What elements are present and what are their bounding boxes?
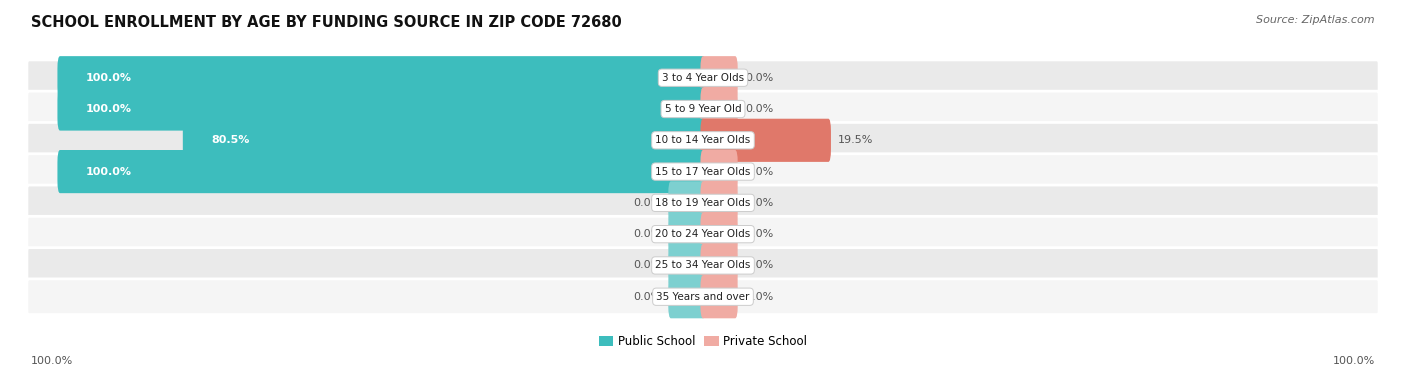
FancyBboxPatch shape	[27, 123, 1379, 158]
FancyBboxPatch shape	[700, 56, 738, 99]
Text: 100.0%: 100.0%	[86, 73, 132, 83]
Text: 0.0%: 0.0%	[633, 198, 661, 208]
FancyBboxPatch shape	[700, 213, 738, 256]
FancyBboxPatch shape	[700, 87, 738, 130]
FancyBboxPatch shape	[27, 216, 1379, 252]
Text: 100.0%: 100.0%	[31, 356, 73, 366]
FancyBboxPatch shape	[27, 60, 1379, 95]
Text: 18 to 19 Year Olds: 18 to 19 Year Olds	[655, 198, 751, 208]
FancyBboxPatch shape	[27, 248, 1379, 283]
Text: 15 to 17 Year Olds: 15 to 17 Year Olds	[655, 167, 751, 176]
Text: SCHOOL ENROLLMENT BY AGE BY FUNDING SOURCE IN ZIP CODE 72680: SCHOOL ENROLLMENT BY AGE BY FUNDING SOUR…	[31, 15, 621, 30]
FancyBboxPatch shape	[700, 119, 831, 162]
Text: 10 to 14 Year Olds: 10 to 14 Year Olds	[655, 135, 751, 145]
Text: 80.5%: 80.5%	[211, 135, 249, 145]
FancyBboxPatch shape	[58, 150, 706, 193]
FancyBboxPatch shape	[700, 181, 738, 224]
FancyBboxPatch shape	[700, 275, 738, 318]
Text: 100.0%: 100.0%	[1333, 356, 1375, 366]
FancyBboxPatch shape	[58, 56, 706, 99]
Text: 3 to 4 Year Olds: 3 to 4 Year Olds	[662, 73, 744, 83]
FancyBboxPatch shape	[700, 150, 738, 193]
Text: 25 to 34 Year Olds: 25 to 34 Year Olds	[655, 261, 751, 270]
Text: 0.0%: 0.0%	[745, 292, 773, 302]
Text: 0.0%: 0.0%	[633, 229, 661, 239]
Text: 0.0%: 0.0%	[745, 167, 773, 176]
Text: 0.0%: 0.0%	[745, 198, 773, 208]
Text: 0.0%: 0.0%	[633, 261, 661, 270]
Legend: Public School, Private School: Public School, Private School	[599, 335, 807, 348]
FancyBboxPatch shape	[668, 275, 706, 318]
FancyBboxPatch shape	[668, 181, 706, 224]
FancyBboxPatch shape	[27, 185, 1379, 221]
Text: 20 to 24 Year Olds: 20 to 24 Year Olds	[655, 229, 751, 239]
FancyBboxPatch shape	[27, 154, 1379, 189]
Text: 0.0%: 0.0%	[745, 104, 773, 114]
FancyBboxPatch shape	[27, 91, 1379, 127]
Text: 100.0%: 100.0%	[86, 104, 132, 114]
FancyBboxPatch shape	[668, 213, 706, 256]
FancyBboxPatch shape	[668, 244, 706, 287]
Text: 0.0%: 0.0%	[745, 261, 773, 270]
Text: 0.0%: 0.0%	[745, 229, 773, 239]
FancyBboxPatch shape	[700, 244, 738, 287]
Text: 35 Years and over: 35 Years and over	[657, 292, 749, 302]
Text: 0.0%: 0.0%	[633, 292, 661, 302]
Text: 0.0%: 0.0%	[745, 73, 773, 83]
FancyBboxPatch shape	[58, 87, 706, 130]
FancyBboxPatch shape	[183, 119, 706, 162]
FancyBboxPatch shape	[27, 279, 1379, 314]
Text: 19.5%: 19.5%	[838, 135, 873, 145]
Text: 5 to 9 Year Old: 5 to 9 Year Old	[665, 104, 741, 114]
Text: 100.0%: 100.0%	[86, 167, 132, 176]
Text: Source: ZipAtlas.com: Source: ZipAtlas.com	[1257, 15, 1375, 25]
